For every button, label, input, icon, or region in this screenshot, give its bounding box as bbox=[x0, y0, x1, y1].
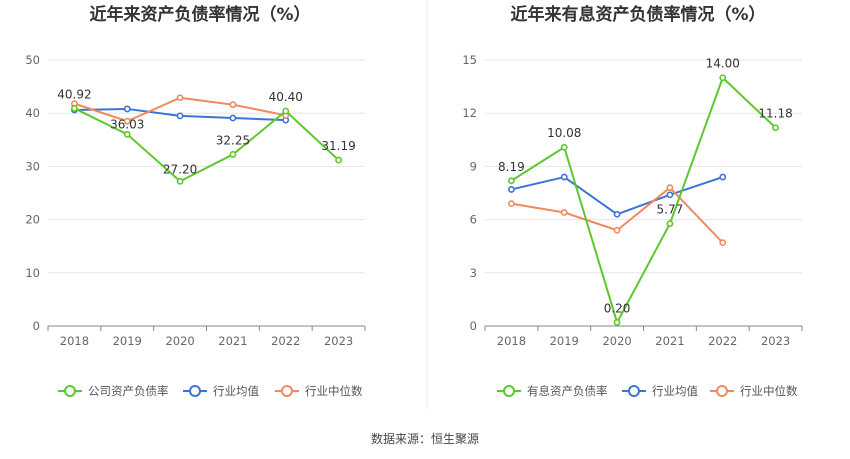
data-point bbox=[123, 105, 131, 113]
x-tick-label: 2020 bbox=[602, 334, 631, 348]
data-point bbox=[772, 124, 779, 132]
x-tick-label: 2021 bbox=[218, 334, 247, 348]
legend-label: 行业均值 bbox=[213, 384, 259, 398]
x-tick-label: 2021 bbox=[655, 334, 684, 348]
data-point bbox=[176, 112, 184, 120]
data-label: 5.77 bbox=[657, 203, 684, 217]
legend-label: 有息资产负债率 bbox=[527, 384, 608, 398]
y-tick-label: 30 bbox=[25, 159, 40, 173]
data-label: 27.20 bbox=[163, 162, 197, 176]
data-point bbox=[508, 177, 515, 185]
data-point bbox=[613, 319, 621, 326]
data-point bbox=[508, 186, 515, 193]
legend-swatch-marker bbox=[503, 385, 515, 397]
data-label: 40.40 bbox=[269, 90, 303, 104]
data-label: 8.19 bbox=[498, 160, 525, 174]
x-tick-label: 2019 bbox=[113, 334, 142, 348]
data-point bbox=[229, 114, 237, 122]
x-tick-label: 2022 bbox=[708, 334, 737, 348]
y-tick-label: 6 bbox=[470, 213, 477, 227]
data-point bbox=[508, 200, 515, 208]
data-point bbox=[71, 104, 78, 112]
data-point bbox=[560, 173, 568, 181]
y-tick-label: 0 bbox=[470, 319, 477, 333]
legend-label: 公司资产负债率 bbox=[88, 384, 169, 398]
data-point bbox=[176, 177, 184, 185]
y-tick-label: 50 bbox=[25, 53, 40, 67]
chart-title: 近年来资产负债率情况（%） bbox=[89, 4, 310, 25]
data-point bbox=[613, 226, 621, 234]
x-tick-label: 2018 bbox=[60, 334, 89, 348]
data-point bbox=[229, 151, 237, 158]
x-tick-label: 2023 bbox=[761, 334, 790, 348]
data-label: 31.19 bbox=[321, 139, 355, 153]
chart-title: 近年来有息资产负债率情况（%） bbox=[510, 4, 765, 25]
legend-swatch-marker bbox=[189, 385, 201, 397]
y-tick-label: 3 bbox=[470, 266, 477, 280]
data-point bbox=[719, 173, 727, 181]
x-tick-label: 2023 bbox=[324, 334, 353, 348]
legend-swatch-marker bbox=[64, 385, 76, 397]
data-point bbox=[560, 143, 568, 151]
source-note: 数据来源：恒生聚源 bbox=[371, 431, 479, 446]
data-point bbox=[666, 220, 674, 228]
data-point bbox=[123, 130, 131, 138]
data-label: 14.00 bbox=[706, 57, 740, 71]
x-tick-label: 2018 bbox=[497, 334, 526, 348]
data-point bbox=[560, 209, 568, 216]
y-tick-label: 10 bbox=[25, 266, 40, 280]
data-point bbox=[613, 210, 621, 218]
data-point bbox=[282, 107, 290, 115]
y-tick-label: 9 bbox=[470, 159, 477, 173]
x-tick-label: 2020 bbox=[165, 334, 194, 348]
data-label: 10.08 bbox=[547, 126, 581, 140]
y-tick-label: 12 bbox=[462, 106, 477, 120]
data-point bbox=[666, 191, 674, 199]
legend-label: 行业均值 bbox=[652, 384, 698, 398]
legend-swatch-marker bbox=[281, 385, 293, 397]
y-tick-label: 40 bbox=[25, 106, 40, 120]
data-point bbox=[335, 156, 342, 164]
y-tick-label: 15 bbox=[462, 53, 477, 67]
x-tick-label: 2019 bbox=[550, 334, 579, 348]
data-label: 40.92 bbox=[57, 87, 91, 101]
data-point bbox=[719, 74, 727, 82]
legend-swatch-marker bbox=[628, 385, 640, 397]
y-tick-label: 0 bbox=[33, 319, 40, 333]
data-point bbox=[176, 94, 184, 102]
data-label: 0.20 bbox=[604, 301, 631, 315]
data-label: 11.18 bbox=[758, 107, 792, 121]
series-line bbox=[73, 107, 340, 183]
chart-right: 近年来有息资产负债率情况（%） 0 3 6 9 12 15 2018 2019 2020 2021 2… bbox=[462, 4, 803, 398]
data-label: 32.25 bbox=[216, 133, 250, 147]
data-point bbox=[719, 239, 727, 247]
data-point bbox=[123, 117, 131, 125]
y-tick-label: 20 bbox=[25, 213, 40, 227]
data-label: 36.03 bbox=[110, 117, 144, 131]
chart-left: 近年来资产负债率情况（%） 0 10 20 30 40 50 2018 2019 2020 2021… bbox=[25, 4, 366, 398]
legend-label: 行业中位数 bbox=[305, 384, 363, 398]
series-line bbox=[510, 76, 777, 324]
data-point bbox=[229, 101, 237, 109]
legend-swatch-marker bbox=[716, 385, 728, 397]
data-point bbox=[666, 184, 674, 192]
legend-label: 行业中位数 bbox=[740, 384, 798, 398]
x-tick-label: 2022 bbox=[271, 334, 300, 348]
